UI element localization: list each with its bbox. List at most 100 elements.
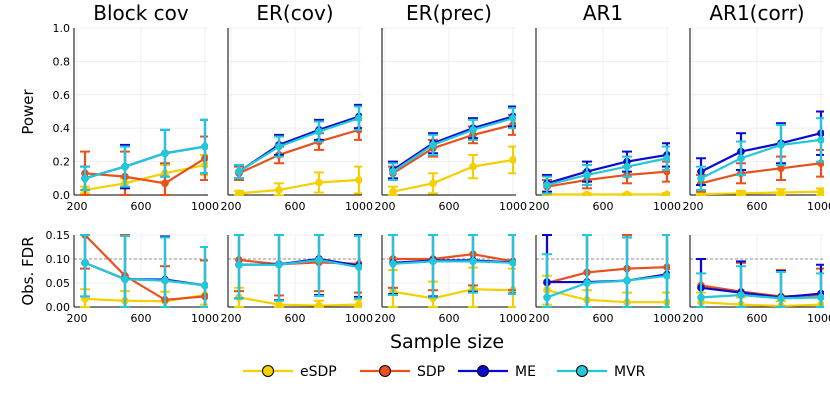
series-line [239, 258, 360, 269]
legend-item-ME: ME [458, 364, 536, 380]
x-tick-label: 1000 [191, 200, 219, 213]
series-line [84, 261, 206, 287]
data-point [81, 174, 89, 183]
data-point [543, 181, 551, 189]
series-line [700, 132, 822, 173]
power-axes: 200 600 1000 [529, 27, 681, 213]
data-point [315, 127, 323, 136]
data-point [623, 162, 631, 171]
series-eSDP [234, 286, 362, 308]
data-point [235, 260, 243, 269]
legend-item-MVR: MVR [557, 364, 646, 380]
data-point [697, 293, 705, 302]
series-line [700, 162, 822, 185]
x-tick-label: 200 [683, 200, 704, 213]
panel-1: ER(cov) 200 600 1000 200 600 1000 [221, 1, 374, 325]
series-line [238, 117, 360, 173]
panel-3: AR1 200 600 1000 200 600 1000 [529, 1, 682, 325]
data-point [469, 162, 477, 171]
series-eSDP [696, 187, 824, 196]
series-group [696, 110, 824, 196]
series-line [392, 158, 514, 193]
x-tick-label: 1000 [345, 312, 373, 325]
x-tick-label: 600 [593, 200, 614, 213]
y-tick-label: 0.2 [53, 156, 71, 169]
series-group [388, 234, 516, 308]
x-tick-label: 600 [131, 200, 152, 213]
y-tick-label: 0.10 [46, 253, 71, 266]
data-point [235, 167, 243, 176]
data-point [81, 258, 89, 267]
legend-label: MVR [614, 364, 646, 380]
series-line [546, 157, 668, 187]
panel-title: ER(prec) [406, 1, 492, 25]
series-eSDP [234, 165, 362, 196]
series-group [80, 234, 208, 308]
series-MVR [234, 105, 362, 180]
series-MVR [542, 234, 670, 308]
fdr-axes: 0.00 0.05 0.10 0.15 200 600 1000 [46, 229, 220, 325]
y-tick-label: 0.05 [46, 277, 71, 290]
data-point [355, 263, 362, 272]
series-line [84, 261, 206, 287]
data-point [315, 256, 323, 264]
x-tick-label: 1000 [345, 200, 373, 213]
series-line [392, 117, 514, 173]
data-point [737, 154, 745, 163]
data-point [275, 142, 283, 151]
series-group [542, 142, 670, 196]
x-tick-label: 1000 [499, 312, 527, 325]
series-line [392, 123, 514, 175]
series-MVR [80, 118, 208, 191]
x-tick-label: 600 [131, 312, 152, 325]
data-point [389, 187, 397, 196]
x-tick-label: 200 [221, 200, 242, 213]
fdr-ylabel: Obs. FDR [19, 236, 37, 305]
x-tick-label: 1000 [653, 312, 681, 325]
series-line [84, 145, 206, 180]
fdr-axes: 200 600 1000 [375, 234, 527, 325]
data-point [623, 190, 631, 196]
x-tick-label: 200 [529, 312, 550, 325]
series-SDP [234, 118, 362, 181]
legend-item-eSDP: eSDP [243, 364, 337, 380]
legend-label: eSDP [300, 364, 337, 380]
x-tick-label: 1000 [499, 200, 527, 213]
series-line [546, 153, 668, 185]
series-eSDP [388, 266, 516, 308]
panel-title: AR1(corr) [709, 1, 804, 25]
fdr-axes: 200 600 1000 [221, 234, 373, 325]
series-line [546, 170, 668, 188]
data-point [161, 179, 169, 188]
series-MVR [388, 234, 516, 299]
data-point [623, 276, 631, 285]
x-tick-label: 200 [375, 312, 396, 325]
data-point [697, 174, 705, 183]
x-tick-label: 200 [683, 312, 704, 325]
series-group [542, 234, 670, 308]
series-line [546, 289, 667, 304]
data-point [509, 114, 516, 123]
data-point [543, 293, 551, 302]
data-point [663, 190, 670, 196]
legend-label: SDP [417, 364, 445, 380]
legend-marker [477, 365, 489, 377]
y-tick-label: 0.0 [53, 189, 71, 202]
data-point [583, 171, 591, 179]
series-line [700, 138, 822, 180]
series-SDP [542, 234, 670, 308]
data-point [121, 275, 129, 284]
data-point [583, 190, 591, 196]
series-line [84, 163, 206, 192]
panel-title: Block cov [93, 1, 189, 25]
series-line [84, 234, 206, 301]
series-ME [234, 234, 362, 302]
data-point [663, 154, 670, 163]
x-tick-label: 600 [593, 312, 614, 325]
series-ME [388, 234, 516, 298]
series-line [393, 253, 514, 263]
panel-title: ER(cov) [256, 1, 333, 25]
power-axes: 200 600 1000 [221, 27, 373, 213]
legend-marker [379, 365, 391, 377]
